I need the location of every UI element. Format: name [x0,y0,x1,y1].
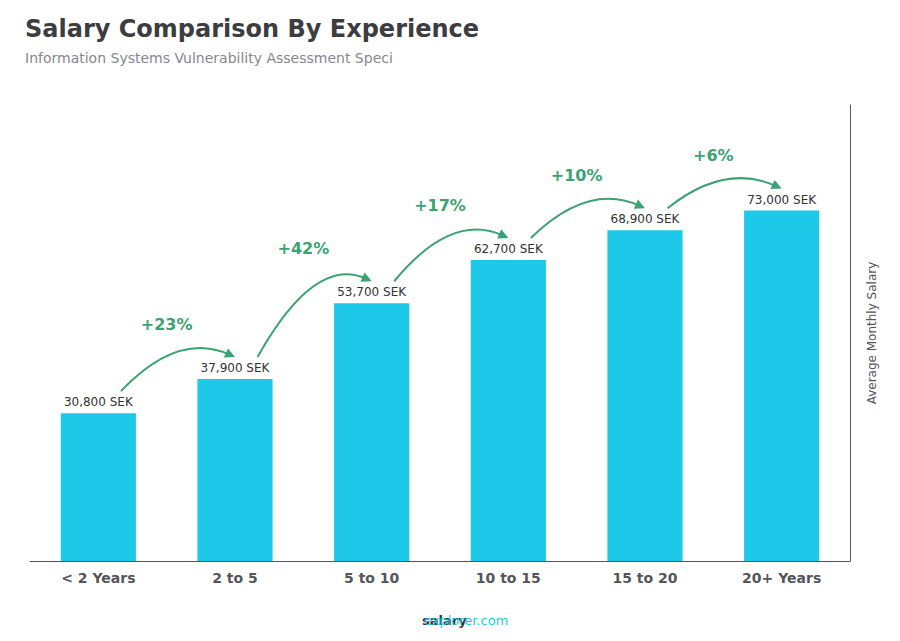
svg-text:62,700 SEK: 62,700 SEK [474,242,544,256]
svg-text:15 to 20: 15 to 20 [612,570,677,586]
svg-text:53,700 SEK: 53,700 SEK [337,285,407,299]
svg-text:+17%: +17% [414,196,466,215]
svg-text:+6%: +6% [693,146,734,165]
svg-text:+42%: +42% [277,239,329,258]
svg-text:73,000 SEK: 73,000 SEK [747,193,817,207]
svg-text:explorer.com: explorer.com [424,613,508,628]
svg-text:+10%: +10% [551,166,603,185]
svg-text:+23%: +23% [141,315,193,334]
svg-text:10 to 15: 10 to 15 [476,570,541,586]
svg-text:20+ Years: 20+ Years [742,570,821,586]
svg-text:Information Systems Vulnerabil: Information Systems Vulnerability Assess… [25,50,393,66]
svg-text:2 to 5: 2 to 5 [212,570,258,586]
svg-text:5 to 10: 5 to 10 [344,570,400,586]
svg-text:68,900 SEK: 68,900 SEK [611,212,681,226]
svg-text:30,800 SEK: 30,800 SEK [64,395,134,409]
svg-text:< 2 Years: < 2 Years [61,570,135,586]
svg-text:37,900 SEK: 37,900 SEK [201,361,271,375]
svg-text:Average Monthly Salary: Average Monthly Salary [865,262,879,405]
svg-text:Salary Comparison By Experienc: Salary Comparison By Experience [25,15,479,43]
